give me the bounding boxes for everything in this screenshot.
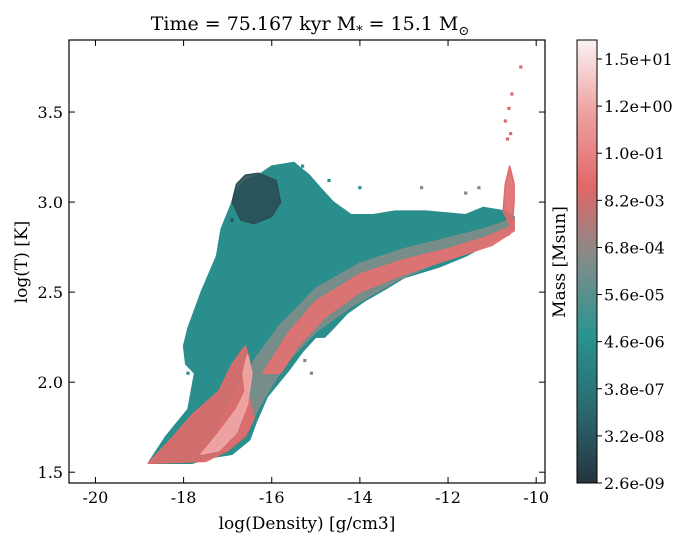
x-tick-label: -20	[83, 488, 109, 507]
scatter-point-4	[505, 137, 510, 141]
x-tick-label: -14	[347, 488, 373, 507]
scatter-point-2	[507, 106, 511, 110]
scatter-point-11	[301, 164, 305, 168]
colorbar-tick-label: 3.8e-07	[604, 380, 665, 399]
scatter-point-8	[420, 186, 424, 190]
x-axis-label: log(Density) [g/cm3]	[219, 514, 396, 534]
colorbar-tick-label: 1.2e+00	[604, 97, 673, 116]
scatter-point-3	[503, 119, 507, 123]
scatter-point-5	[509, 132, 513, 136]
scatter-point-16	[303, 358, 307, 363]
x-tick-label: -16	[259, 488, 285, 507]
scatter-point-0	[519, 65, 523, 69]
y-axis: 1.5 2.0 2.5 3.0 3.5	[38, 103, 545, 482]
x-axis: -20 -18 -16 -14 -12 -10	[83, 40, 549, 507]
chart-title: Time = 75.167 kyr M* = 15.1 M⊙	[151, 13, 470, 39]
region-diffuse-cap	[231, 172, 282, 225]
colorbar-tick-label: 1.5e+01	[604, 50, 673, 69]
colorbar-ticks: 2.6e-09 3.2e-08 3.8e-07 4.6e-06 5.6e-05 6.8e-…	[597, 50, 673, 493]
region-high-mass-upper-branch	[262, 219, 515, 374]
scatter-point-1	[510, 92, 514, 96]
scatter-point-14	[195, 384, 199, 388]
plot-frame	[68, 39, 546, 484]
colorbar-label: Mass [Msun]	[550, 206, 570, 318]
colorbar-tick-label: 5.6e-05	[604, 286, 665, 305]
region-hot-spike	[502, 165, 515, 230]
colorbar-tick-label: 3.2e-08	[604, 427, 665, 446]
colorbar-tick-label: 6.8e-04	[604, 238, 665, 257]
scatter-point-9	[358, 186, 362, 190]
x-tick-label: -18	[171, 488, 197, 507]
scatter-point-7	[464, 191, 468, 195]
colorbar-tick-label: 2.6e-09	[604, 474, 665, 493]
region-peak-core	[200, 354, 253, 455]
scatter-layer	[186, 65, 523, 388]
scatter-point-6	[477, 186, 481, 190]
colorbar	[576, 39, 598, 484]
y-tick-label: 1.5	[38, 463, 63, 482]
x-tick-label: -10	[523, 488, 549, 507]
y-tick-label: 3.5	[38, 103, 63, 122]
colorbar-tick-label: 1.0e-01	[604, 144, 665, 163]
scatter-point-15	[309, 371, 313, 375]
x-tick-label: -12	[435, 488, 461, 507]
y-axis-label: log(T) [K]	[12, 221, 32, 304]
scatter-point-12	[230, 218, 234, 222]
y-tick-label: 2.0	[38, 373, 63, 392]
y-tick-label: 2.5	[38, 283, 63, 302]
colorbar-tick-label: 8.2e-03	[604, 191, 665, 210]
plot-area	[147, 161, 515, 464]
scatter-point-13	[186, 371, 190, 375]
scatter-point-10	[327, 178, 331, 183]
colorbar-tick-label: 4.6e-06	[604, 333, 665, 352]
y-tick-label: 3.0	[38, 193, 63, 212]
